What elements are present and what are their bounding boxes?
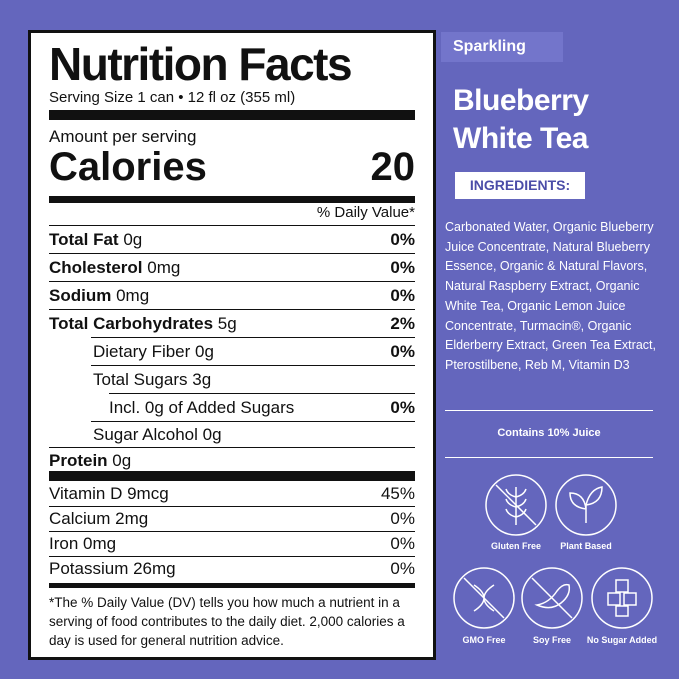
thick-rule	[49, 471, 415, 481]
badge-icons	[453, 474, 653, 629]
nutrient-dv: 0%	[390, 257, 415, 277]
nutrient-name: Incl. 0g of Added Sugars	[109, 397, 295, 417]
nutrient-dv: 2%	[390, 313, 415, 333]
ingredients-text: Carbonated Water, Organic Blueberry Juic…	[445, 220, 656, 372]
amount-per-serving: Amount per serving	[49, 127, 197, 146]
product-name-line: Blueberry	[453, 84, 589, 117]
nutrient-row: Total Sugars 3g	[93, 366, 415, 393]
rule	[109, 393, 415, 394]
nutrient-name: Dietary Fiber	[93, 341, 191, 361]
product-name: Blueberry White Tea	[453, 82, 589, 158]
divider	[445, 457, 653, 458]
badge-circle	[485, 474, 547, 536]
vitamin-name: Vitamin D 9mcg	[49, 484, 169, 503]
dna-icon	[473, 584, 495, 612]
vitamin-row: Calcium 2mg 0%	[49, 507, 415, 531]
vitamin-name: Calcium 2mg	[49, 509, 149, 528]
rule	[49, 531, 415, 532]
nutrient-name: Sugar Alcohol	[93, 424, 198, 444]
wheat-icon	[505, 487, 527, 525]
nutrient-dv: 0%	[390, 397, 415, 417]
nutrient-name: Total Fat	[49, 229, 119, 249]
nutrient-amount: 5g	[217, 313, 237, 333]
rule	[49, 556, 415, 557]
ingredients-heading: INGREDIENTS:	[455, 172, 585, 199]
nutrient-row: Sugar Alcohol 0g	[93, 421, 415, 448]
vitamin-dv: 0%	[390, 559, 415, 578]
nutrient-name: Sodium	[49, 285, 112, 305]
calories-label: Calories	[49, 145, 207, 189]
vitamin-row: Potassium 26mg 0%	[49, 557, 415, 581]
rule	[49, 447, 415, 448]
rule	[49, 281, 415, 282]
nutrient-amount: 0g	[195, 341, 214, 361]
badge-label: No Sugar Added	[586, 635, 658, 645]
vitamin-row: Iron 0mg 0%	[49, 532, 415, 556]
nutrient-amount: 0mg	[116, 285, 150, 305]
product-name-line: White Tea	[453, 122, 588, 155]
badge-circle	[521, 567, 583, 629]
vitamin-row: Vitamin D 9mcg 45%	[49, 482, 415, 506]
rule	[49, 506, 415, 507]
divider	[445, 410, 653, 411]
rule	[49, 253, 415, 254]
vitamin-dv: 45%	[380, 484, 415, 503]
nutrient-name: Total Carbohydrates	[49, 313, 214, 333]
vitamin-dv: 0%	[390, 534, 415, 553]
badge-label: GMO Free	[462, 635, 506, 645]
daily-value-header: % Daily Value*	[316, 204, 415, 221]
badge-circle	[453, 567, 515, 629]
badge-circle	[591, 567, 653, 629]
nutrient-row: Protein 0g	[49, 447, 415, 474]
nutrient-amount: 0g	[112, 450, 132, 470]
rule	[91, 337, 415, 338]
rule	[49, 309, 415, 310]
sugar-cubes-icon	[607, 579, 637, 617]
juice-note: Contains 10% Juice	[497, 427, 601, 439]
nutrient-dv: 0%	[390, 229, 415, 249]
rule	[91, 421, 415, 422]
badge-circle	[555, 474, 617, 536]
rule	[91, 365, 415, 366]
badge-label: Gluten Free	[490, 541, 541, 551]
footnote: *The % Daily Value (DV) tells you how mu…	[49, 595, 405, 648]
thick-rule	[49, 196, 415, 203]
nutrient-row: Dietary Fiber 0g 0%	[93, 338, 415, 365]
badge-label: Soy Free	[532, 635, 572, 645]
thick-rule	[49, 110, 415, 120]
rule	[49, 225, 415, 226]
calories-value: 20	[370, 145, 416, 189]
vitamin-dv: 0%	[390, 509, 415, 528]
nutrient-row: Cholesterol 0mg 0%	[49, 254, 415, 281]
vitamin-name: Iron 0mg	[49, 534, 117, 553]
panel-title: Nutrition Facts	[49, 38, 353, 90]
serving-size: Serving Size 1 can • 12 fl oz (355 ml)	[49, 89, 296, 106]
nutrient-amount: 0mg	[147, 257, 181, 277]
nutrient-row: Incl. 0g of Added Sugars 0%	[109, 394, 415, 421]
subtitle-tag: Sparkling	[441, 32, 563, 62]
badge-label: Plant Based	[560, 541, 612, 551]
nutrient-amount: 0g	[123, 229, 143, 249]
nutrient-amount: 3g	[192, 369, 212, 389]
nutrient-name: Cholesterol	[49, 257, 143, 277]
nutrient-amount: 0g	[202, 424, 222, 444]
nutrient-name: Protein	[49, 450, 108, 470]
nutrient-row: Total Carbohydrates 5g 2%	[49, 310, 415, 337]
soy-icon	[534, 583, 571, 609]
thick-rule	[49, 583, 415, 588]
nutrient-dv: 0%	[390, 341, 415, 361]
nutrient-row: Total Fat 0g 0%	[49, 226, 415, 253]
leaf-icon	[569, 486, 603, 523]
nutrition-panel: Nutrition Facts Serving Size 1 can • 12 …	[28, 30, 436, 660]
nutrient-dv: 0%	[390, 285, 415, 305]
nutrient-row: Sodium 0mg 0%	[49, 282, 415, 309]
nutrient-name: Total Sugars	[93, 369, 188, 389]
vitamin-name: Potassium 26mg	[49, 559, 176, 578]
